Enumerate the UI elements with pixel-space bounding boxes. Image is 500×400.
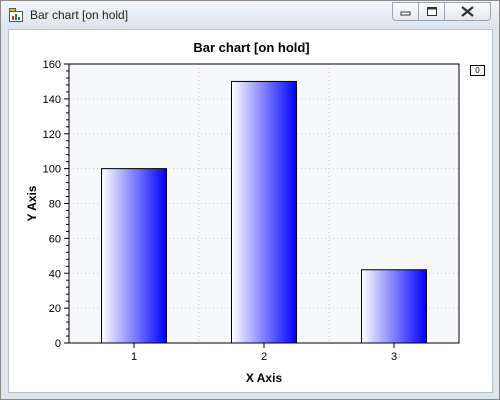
legend-label: 0 (475, 66, 480, 75)
y-tick-label: 60 (49, 233, 61, 245)
chart-panel: Bar chart [on hold] 0 0 20 40 60 80 100 120 140… (8, 29, 493, 393)
y-tick-label: 40 (49, 268, 61, 280)
x-tick-label: 2 (261, 351, 267, 363)
minimize-icon (400, 11, 411, 16)
legend: 0 (470, 65, 485, 76)
chart-title: Bar chart [on hold] (193, 40, 310, 55)
y-tick-label: 80 (49, 199, 61, 211)
y-axis-label: Y Axis (25, 185, 39, 221)
x-tick-label: 1 (131, 351, 137, 363)
bar-chart: 0 20 40 60 80 100 120 140 160 1 2 3 X Axis Y Axis (25, 59, 460, 385)
close-icon (461, 6, 474, 17)
y-tick-label: 120 (43, 129, 61, 141)
maximize-button[interactable] (418, 2, 445, 21)
axes: 0 20 40 60 80 100 120 140 160 1 2 3 (43, 59, 460, 363)
bars (101, 80, 427, 344)
title-bar[interactable]: Bar chart [on hold] (1, 1, 499, 28)
minimize-button[interactable] (392, 2, 419, 21)
y-tick-label: 160 (43, 59, 61, 71)
maximize-icon (427, 7, 437, 16)
bar (231, 80, 297, 344)
y-tick-label: 140 (43, 94, 61, 106)
bar (361, 269, 427, 344)
y-tick-label: 0 (55, 338, 61, 350)
y-tick-label: 100 (43, 164, 61, 176)
close-button[interactable] (444, 2, 491, 21)
x-axis-label: X Axis (246, 371, 283, 385)
x-tick-label: 3 (391, 351, 397, 363)
y-tick-label: 20 (49, 303, 61, 315)
window-title: Bar chart [on hold] (30, 8, 129, 22)
bar (101, 168, 167, 344)
plot-frame (68, 63, 460, 344)
app-icon (9, 8, 23, 22)
